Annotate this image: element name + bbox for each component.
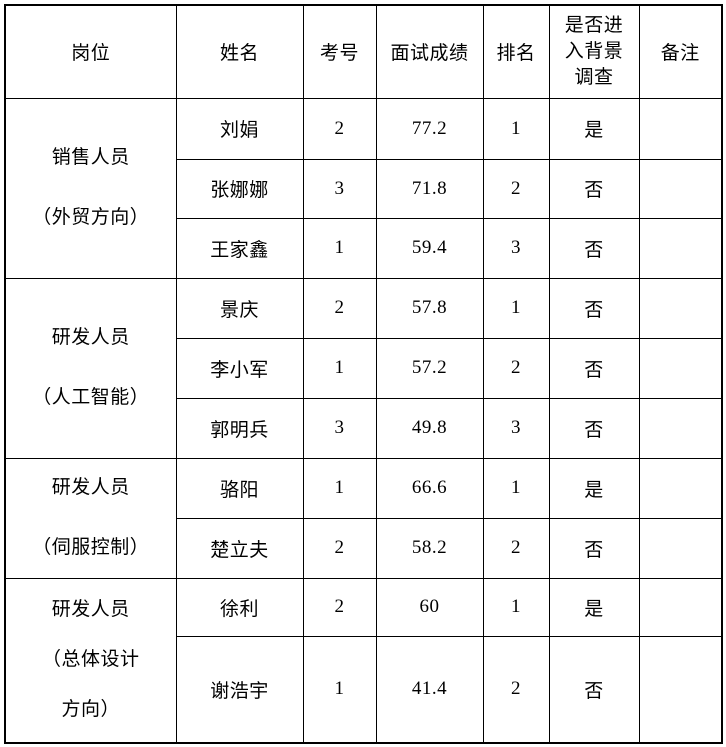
- table-row: 销售人员 （外贸方向） 刘娟 2 77.2 1 是: [4, 97, 723, 279]
- exam-no-cell: 1: [302, 635, 377, 744]
- position-cell-sales-foreign-trade: 销售人员 （外贸方向）: [4, 97, 177, 279]
- table-row: 王家鑫 1 59.4 3 否: [5, 217, 723, 279]
- name-cell: 徐利: [175, 577, 304, 637]
- background-check-cell: 否: [548, 635, 640, 744]
- name-cell: 骆阳: [175, 457, 304, 519]
- score-cell: 60: [375, 577, 484, 637]
- score-cell: 58.2: [375, 517, 484, 579]
- position-line: （总体设计: [41, 649, 140, 671]
- remark-cell: [638, 97, 723, 160]
- exam-no-cell: 1: [302, 217, 377, 279]
- score-cell: 71.8: [375, 158, 484, 219]
- table-row: 谢浩宇 1 41.4 2 否: [5, 635, 723, 744]
- score-cell: 66.6: [375, 457, 484, 519]
- background-check-cell: 否: [548, 158, 640, 219]
- exam-no-cell: 2: [302, 97, 377, 160]
- header-name: 姓名: [175, 4, 304, 99]
- table-row: 楚立夫 2 58.2 2 否: [5, 517, 723, 579]
- rank-cell: 2: [482, 337, 550, 399]
- rank-cell: 1: [482, 577, 550, 637]
- position-line: （伺服控制）: [32, 537, 150, 558]
- background-check-cell: 否: [548, 217, 640, 279]
- score-cell: 77.2: [375, 97, 484, 160]
- header-rank: 排名: [482, 4, 550, 99]
- name-cell: 景庆: [175, 277, 304, 339]
- rank-cell: 3: [482, 397, 550, 459]
- remark-cell: [638, 158, 723, 219]
- interview-results-table: 岗位 姓名 考号 面试成绩 排名 是否进 入背景 调查 备注 销售人员 （外贸方…: [4, 4, 723, 744]
- rank-cell: 1: [482, 97, 550, 160]
- name-cell: 李小军: [175, 337, 304, 399]
- name-cell: 王家鑫: [175, 217, 304, 279]
- exam-no-cell: 2: [302, 577, 377, 637]
- header-background-check-line-3: 调查: [574, 66, 614, 88]
- score-cell: 57.2: [375, 337, 484, 399]
- score-cell: 49.8: [375, 397, 484, 459]
- background-check-cell: 否: [548, 337, 640, 399]
- exam-no-cell: 2: [302, 277, 377, 339]
- exam-no-cell: 3: [302, 158, 377, 219]
- header-background-check: 是否进 入背景 调查: [548, 4, 640, 99]
- exam-no-cell: 2: [302, 517, 377, 579]
- score-cell: 57.8: [375, 277, 484, 339]
- rank-cell: 2: [482, 635, 550, 744]
- header-background-check-line-1: 是否进: [564, 14, 624, 36]
- table-row: 研发人员 （总体设计 方向） 徐利 2 60 1 是: [4, 577, 723, 744]
- background-check-cell: 否: [548, 517, 640, 579]
- name-cell: 郭明兵: [175, 397, 304, 459]
- position-cell-rd-ai: 研发人员 （人工智能）: [4, 277, 177, 459]
- position-line: （外贸方向）: [32, 207, 150, 228]
- exam-no-cell: 1: [302, 337, 377, 399]
- position-cell-rd-overall-design: 研发人员 （总体设计 方向）: [4, 577, 177, 744]
- table-row: 研发人员 （人工智能） 景庆 2 57.8 1 否: [4, 277, 723, 459]
- table-row: 研发人员 （伺服控制） 骆阳 1 66.6 1 是: [4, 457, 723, 579]
- background-check-cell: 否: [548, 397, 640, 459]
- remark-cell: [638, 217, 723, 279]
- table-row: 张娜娜 3 71.8 2 否: [5, 158, 723, 219]
- header-position: 岗位: [4, 4, 177, 99]
- rank-cell: 1: [482, 277, 550, 339]
- name-cell: 楚立夫: [175, 517, 304, 579]
- remark-cell: [638, 337, 723, 399]
- remark-cell: [638, 577, 723, 637]
- remark-cell: [638, 635, 723, 744]
- position-line: 方向）: [61, 699, 120, 721]
- header-remarks: 备注: [638, 4, 723, 99]
- name-cell: 张娜娜: [175, 158, 304, 219]
- name-cell: 刘娟: [175, 97, 304, 160]
- remark-cell: [638, 457, 723, 519]
- remark-cell: [638, 517, 723, 579]
- table-row: 李小军 1 57.2 2 否: [5, 337, 723, 399]
- position-line: （人工智能）: [32, 387, 150, 408]
- name-cell: 谢浩宇: [175, 635, 304, 744]
- rank-cell: 2: [482, 158, 550, 219]
- header-row: 岗位 姓名 考号 面试成绩 排名 是否进 入背景 调查 备注: [4, 4, 723, 99]
- rank-cell: 3: [482, 217, 550, 279]
- exam-no-cell: 3: [302, 397, 377, 459]
- exam-no-cell: 1: [302, 457, 377, 519]
- position-cell-rd-servo: 研发人员 （伺服控制）: [4, 457, 177, 579]
- background-check-cell: 否: [548, 277, 640, 339]
- remark-cell: [638, 277, 723, 339]
- position-line: 研发人员: [51, 327, 130, 348]
- position-line: 销售人员: [51, 147, 130, 168]
- position-line: 研发人员: [51, 599, 130, 621]
- score-cell: 41.4: [375, 635, 484, 744]
- background-check-cell: 是: [548, 97, 640, 160]
- rank-cell: 2: [482, 517, 550, 579]
- score-cell: 59.4: [375, 217, 484, 279]
- remark-cell: [638, 397, 723, 459]
- header-exam-no: 考号: [302, 4, 377, 99]
- background-check-cell: 是: [548, 457, 640, 519]
- header-interview-score: 面试成绩: [375, 4, 484, 99]
- position-line: 研发人员: [51, 477, 130, 498]
- rank-cell: 1: [482, 457, 550, 519]
- header-background-check-line-2: 入背景: [564, 40, 624, 62]
- background-check-cell: 是: [548, 577, 640, 637]
